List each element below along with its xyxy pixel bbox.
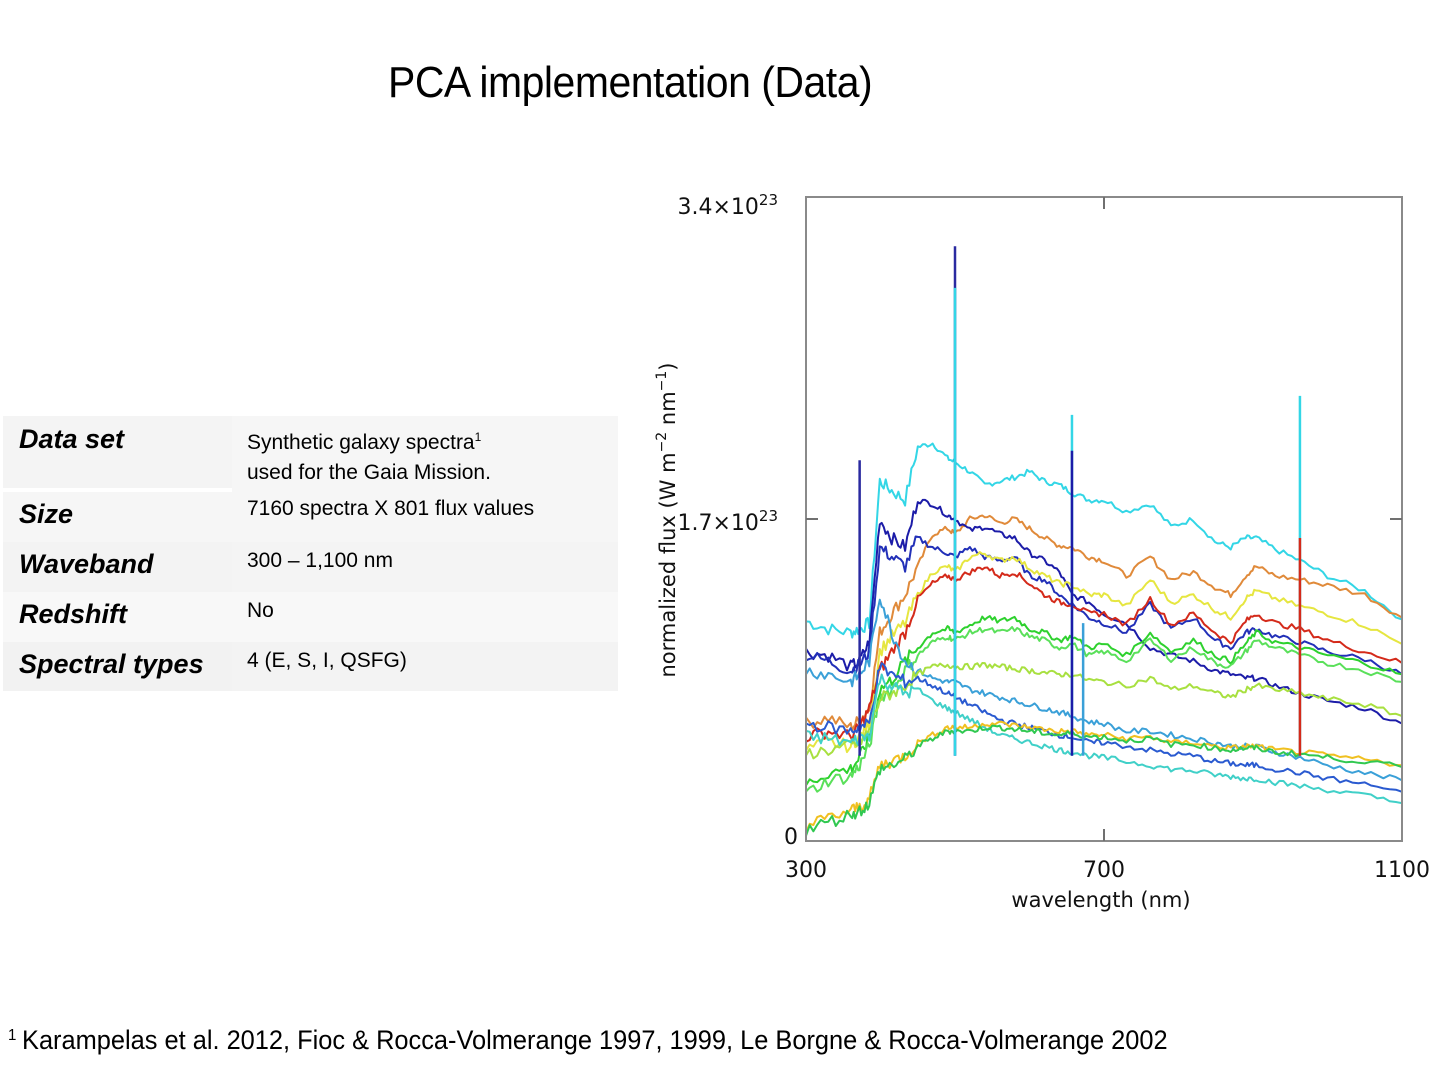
table-key: Data set	[19, 424, 125, 454]
table-value: 4 (E, S, I, QSFG)	[247, 649, 407, 672]
table-value: 7160 spectra X 801 flux values	[247, 497, 535, 520]
table-key-cell: Spectral types	[3, 642, 232, 691]
series-line-lime	[805, 662, 1403, 760]
y-tick-label-top: 3.4×1023	[677, 191, 778, 220]
series-line-orange	[805, 514, 1403, 732]
x-axis-label: wavelength (nm)	[1011, 888, 1190, 912]
spectra-chart: 3.4×1023 1.7×1023 0 300 700 1100 wavelen…	[654, 191, 1430, 912]
series-line-green-low	[805, 724, 1403, 837]
table-row: Spectral types 4 (E, S, I, QSFG)	[3, 642, 618, 691]
table-value-cell: 4 (E, S, I, QSFG)	[232, 642, 618, 691]
table-row: Size 7160 spectra X 801 flux values	[3, 490, 618, 542]
series-line-green-2	[805, 626, 1403, 793]
table-value-line2: used for the Gaia Mission.	[247, 461, 491, 484]
table-row: Waveband 300 – 1,100 nm	[3, 542, 618, 592]
footnote: 1 Karampelas et al. 2012, Fioc & Rocca-Vo…	[8, 1025, 1168, 1056]
table-value: Synthetic galaxy spectra1 used for the G…	[247, 422, 491, 488]
y-tick-label-mid: 1.7×1023	[677, 507, 778, 536]
table-value: No	[247, 599, 274, 622]
table-value-cell: Synthetic galaxy spectra1 used for the G…	[232, 416, 618, 490]
table-key: Spectral types	[19, 649, 204, 679]
table-key: Redshift	[19, 599, 127, 629]
series-line-green-1	[805, 615, 1403, 786]
emission-lines-layer	[858, 246, 1302, 756]
table-value-cell: 300 – 1,100 nm	[232, 542, 618, 592]
footnote-text: Karampelas et al. 2012, Fioc & Rocca-Vol…	[22, 1025, 1168, 1055]
series-line-navy-2	[805, 535, 1403, 676]
table-key: Waveband	[19, 549, 154, 579]
x-tick-label-300: 300	[785, 858, 827, 883]
x-tick-label-700: 700	[1083, 858, 1125, 883]
table-value: 300 – 1,100 nm	[247, 549, 393, 572]
table-value-cell: 7160 spectra X 801 flux values	[232, 490, 618, 542]
info-table: Data set Synthetic galaxy spectra1 used …	[3, 416, 618, 691]
series-line-cyan-top	[805, 442, 1403, 639]
table-key: Size	[19, 499, 74, 529]
table-row: Data set Synthetic galaxy spectra1 used …	[3, 416, 618, 490]
table-value-cell: No	[232, 592, 618, 642]
slide-title: PCA implementation (Data)	[388, 58, 873, 107]
y-tick-label-zero: 0	[784, 825, 798, 850]
series-line-red	[805, 566, 1403, 743]
table-row: Redshift No	[3, 592, 618, 642]
x-tick-label-1100: 1100	[1374, 858, 1430, 883]
table-value-line1: Synthetic galaxy spectra	[247, 431, 475, 454]
series-line-navy-1	[805, 498, 1403, 725]
y-axis-label: normalized flux (W m−2 nm−1)	[654, 362, 680, 677]
footnote-ref: 1	[474, 430, 482, 444]
table-key-cell: Redshift	[3, 592, 232, 642]
series-layer	[805, 442, 1403, 837]
ticks-layer	[806, 197, 1402, 841]
table-key-cell: Size	[3, 492, 232, 542]
footnote-marker: 1	[8, 1027, 17, 1044]
series-line-yellow	[805, 551, 1403, 754]
table-key-cell: Waveband	[3, 542, 232, 592]
series-line-cyan-low	[805, 673, 1403, 805]
table-key-cell: Data set	[3, 416, 232, 488]
